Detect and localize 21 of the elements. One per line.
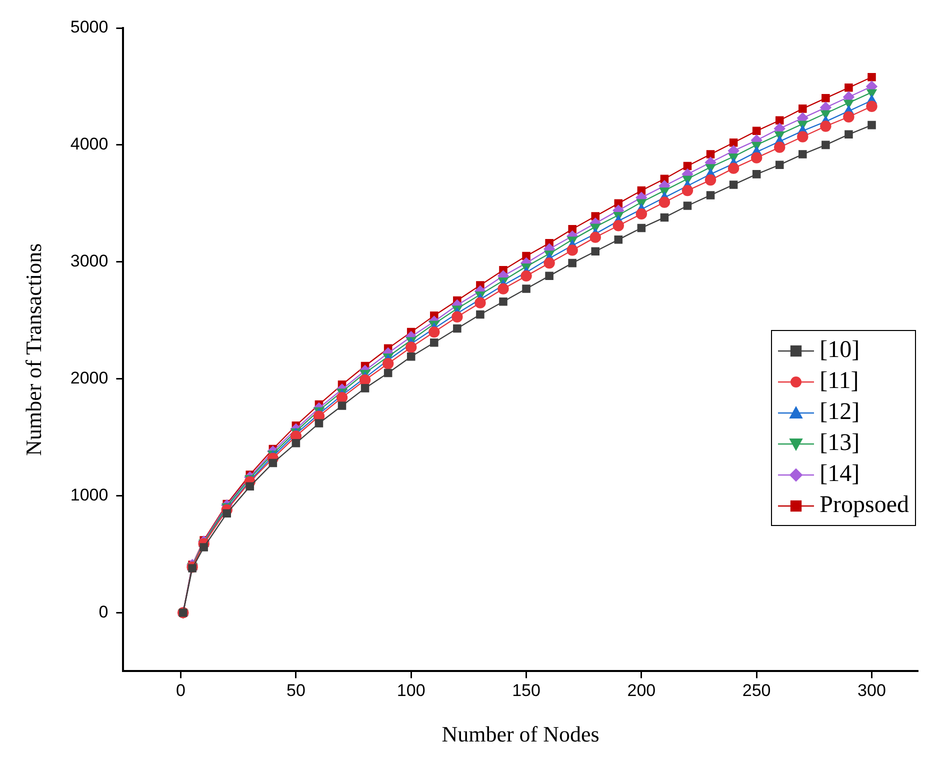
legend-label: Propsoed <box>820 492 909 519</box>
y-tick-label: 5000 <box>70 18 108 37</box>
legend-label: [11] <box>820 368 859 395</box>
x-tick-label: 300 <box>858 681 886 700</box>
y-tick-label: 0 <box>98 602 108 622</box>
x-tick-label: 250 <box>742 681 771 700</box>
y-tick-label: 3000 <box>70 252 108 271</box>
legend-label: [14] <box>820 461 860 488</box>
x-axis-title: Number of Nodes <box>442 722 600 747</box>
x-tick-label: 100 <box>396 681 426 700</box>
y-tick-label: 4000 <box>70 134 108 154</box>
x-tick-label: 0 <box>176 681 186 700</box>
y-tick-label: 2000 <box>70 368 108 388</box>
legend-label: [13] <box>820 430 860 457</box>
legend-label: [12] <box>820 399 860 426</box>
x-tick-label: 50 <box>286 681 306 700</box>
y-tick-label: 1000 <box>70 485 108 504</box>
legend-label: [10] <box>820 337 860 364</box>
x-tick-label: 150 <box>512 681 540 700</box>
y-axis-title: Number of Transactions <box>20 243 46 456</box>
x-tick-label: 200 <box>627 681 656 700</box>
